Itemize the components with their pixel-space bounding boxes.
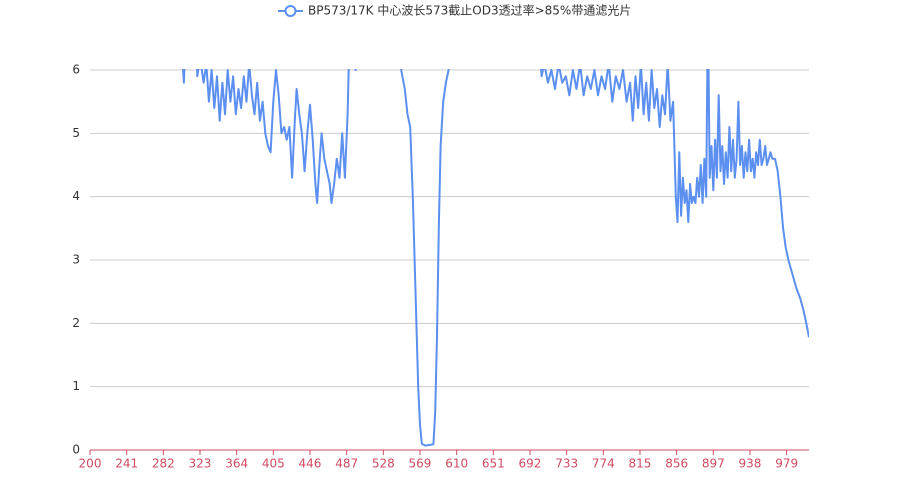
x-tick-label: 651 [482, 457, 505, 471]
legend-icon [284, 5, 297, 17]
x-tick-label: 897 [702, 457, 725, 471]
y-tick-label: 5 [72, 126, 80, 140]
x-tick-label: 856 [665, 457, 688, 471]
y-tick-label: 3 [72, 253, 80, 267]
x-tick-label: 200 [79, 457, 102, 471]
x-tick-label: 446 [299, 457, 322, 471]
x-tick-label: 815 [629, 457, 652, 471]
x-tick-label: 938 [739, 457, 762, 471]
x-tick-label: 487 [335, 457, 358, 471]
x-tick-label: 323 [189, 457, 212, 471]
x-tick-label: 610 [445, 457, 468, 471]
x-tick-label: 405 [262, 457, 285, 471]
x-tick-label: 774 [592, 457, 615, 471]
y-tick-label: 0 [72, 443, 80, 457]
y-tick-label: 1 [72, 379, 80, 393]
x-tick-label: 692 [519, 457, 542, 471]
x-tick-label: 241 [115, 457, 138, 471]
y-tick-label: 4 [72, 189, 80, 203]
x-tick-label: 282 [152, 457, 175, 471]
y-tick-label: 2 [72, 316, 80, 330]
x-tick-label: 528 [372, 457, 395, 471]
x-tick-label: 979 [775, 457, 798, 471]
y-tick-label: 6 [72, 63, 80, 77]
legend-label: BP573/17K 中心波长573截止OD3透过率>85%带通滤光片 [308, 3, 631, 18]
x-tick-label: 364 [225, 457, 248, 471]
x-tick-label: 569 [409, 457, 432, 471]
x-tick-label: 733 [555, 457, 578, 471]
series-line [182, 69, 809, 447]
